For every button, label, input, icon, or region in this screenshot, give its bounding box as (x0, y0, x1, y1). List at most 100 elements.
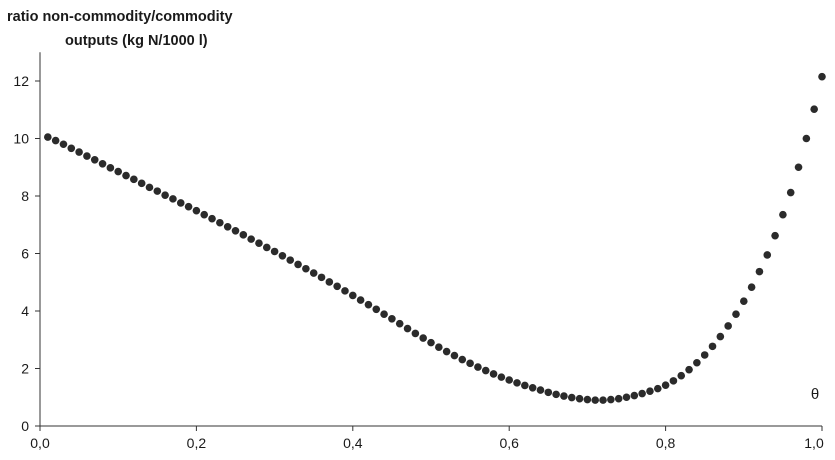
y-tick-label: 6 (21, 246, 29, 262)
data-point (419, 334, 427, 342)
data-point (560, 392, 568, 400)
data-point (653, 384, 662, 393)
data-point (591, 396, 600, 404)
data-point (216, 218, 224, 227)
data-point (98, 160, 107, 168)
data-point (83, 152, 91, 160)
data-point (137, 179, 146, 188)
data-point (450, 351, 459, 360)
data-point (661, 381, 670, 389)
data-point (239, 231, 248, 239)
data-point (763, 251, 772, 259)
data-point (231, 226, 240, 235)
data-point (544, 388, 553, 397)
data-point (349, 291, 357, 300)
data-point (184, 202, 193, 211)
data-point (474, 363, 482, 371)
data-point (599, 396, 607, 404)
data-point (255, 239, 263, 247)
data-point (309, 269, 318, 277)
y-ticks: 0 2 4 6 8 10 12 (13, 73, 40, 434)
data-point (786, 188, 795, 197)
data-point (388, 314, 396, 323)
y-tick-label: 8 (21, 188, 29, 204)
data-point (552, 390, 560, 399)
data-point (427, 338, 435, 347)
data-point (403, 324, 412, 333)
data-point (693, 358, 701, 367)
data-point (114, 167, 122, 176)
data-point (364, 300, 373, 309)
data-point (192, 206, 201, 215)
data-point (536, 386, 545, 394)
data-point (740, 297, 748, 306)
data-point (622, 393, 631, 402)
data-point (356, 296, 365, 304)
x-ticks: 0,0 0,2 0,4 0,6 0,8 1,0 (30, 426, 824, 451)
data-point (716, 332, 725, 341)
data-point (153, 187, 162, 195)
data-points (44, 72, 826, 404)
data-point (302, 264, 310, 273)
data-point (458, 355, 467, 364)
data-point (685, 365, 693, 374)
data-point (341, 287, 349, 295)
data-point (145, 183, 154, 192)
data-point (505, 376, 513, 384)
x-tick-label: 0,8 (656, 435, 676, 451)
x-tick-label: 0,0 (30, 435, 50, 451)
data-point (638, 389, 646, 398)
data-point (481, 366, 490, 375)
data-point (317, 273, 326, 282)
data-point (575, 394, 584, 403)
data-point (442, 347, 451, 356)
data-point (44, 133, 52, 141)
data-point (59, 140, 68, 149)
chart-title-line2: outputs (kg N/1000 l) (65, 33, 208, 49)
data-point (122, 171, 130, 180)
data-point (677, 371, 686, 380)
data-point (614, 394, 623, 403)
data-point (497, 373, 506, 381)
data-point (521, 381, 529, 390)
data-point (333, 282, 341, 291)
x-tick-label: 1,0 (804, 435, 824, 451)
data-point (278, 252, 287, 260)
data-point (325, 278, 334, 286)
data-point (466, 359, 474, 368)
data-point (411, 329, 420, 338)
data-point (771, 231, 779, 240)
data-point (247, 235, 255, 243)
data-point (67, 144, 76, 153)
data-point (724, 322, 732, 330)
data-point (755, 267, 764, 276)
data-point (528, 383, 537, 392)
data-point (130, 175, 138, 184)
data-point (223, 222, 232, 231)
y-tick-label: 4 (21, 303, 29, 319)
x-tick-label: 0,2 (187, 435, 207, 451)
chart-title-line1: ratio non-commodity/commodity (7, 9, 233, 25)
data-point (372, 305, 381, 314)
data-point (700, 351, 709, 359)
data-point (262, 243, 271, 252)
data-point (51, 136, 60, 145)
y-tick-label: 0 (21, 418, 29, 434)
data-point (176, 199, 185, 207)
x-tick-label: 0,6 (499, 435, 519, 451)
data-point (106, 164, 115, 172)
data-point (161, 191, 169, 199)
data-point (810, 105, 818, 113)
data-point (708, 342, 717, 351)
data-point (583, 395, 592, 404)
data-point (286, 256, 295, 264)
x-tick-label: 0,4 (343, 435, 363, 451)
data-point (779, 210, 787, 219)
y-tick-label: 12 (13, 73, 29, 89)
y-tick-label: 2 (21, 361, 29, 377)
data-point (513, 379, 521, 387)
data-point (567, 393, 576, 402)
data-point (75, 148, 83, 156)
data-point (747, 283, 756, 291)
